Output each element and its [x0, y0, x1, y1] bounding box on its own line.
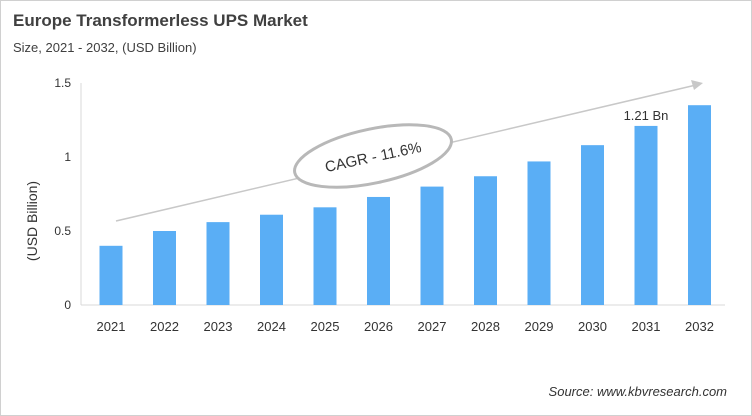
y-axis-label: (USD Billion) [24, 181, 40, 261]
x-tick-label: 2027 [418, 319, 447, 334]
bar-2022 [153, 231, 176, 305]
bar-2025 [313, 207, 337, 305]
bar-2024 [260, 214, 283, 305]
x-tick-label: 2031 [632, 319, 661, 334]
bar-2032 [688, 105, 711, 305]
chart-subtitle: Size, 2021 - 2032, (USD Billion) [13, 40, 197, 55]
x-tick-label: 2021 [97, 319, 126, 334]
bar-2026 [367, 196, 390, 305]
x-tick-label: 2029 [525, 319, 554, 334]
x-tick-label: 2032 [685, 319, 714, 334]
y-tick-label: 0 [64, 298, 71, 312]
x-tick-label: 2023 [204, 319, 233, 334]
bar-2021 [99, 245, 123, 305]
y-tick-label: 1.5 [54, 76, 71, 90]
cagr-ellipse [293, 123, 453, 189]
x-tick-label: 2030 [578, 319, 607, 334]
bar-2028 [474, 176, 497, 305]
bar-2030 [581, 145, 604, 305]
data-label-2031: 1.21 Bn [624, 108, 669, 123]
bar-2029 [527, 161, 551, 305]
x-tick-label: 2025 [311, 319, 340, 334]
x-tick-label: 2028 [471, 319, 500, 334]
y-tick-label: 1 [64, 150, 71, 164]
y-tick-label: 0.5 [54, 224, 71, 238]
bar-2027 [420, 186, 444, 305]
x-tick-label: 2026 [364, 319, 393, 334]
x-tick-label: 2024 [257, 319, 286, 334]
x-tick-label: 2022 [150, 319, 179, 334]
bar-2023 [206, 222, 230, 305]
chart-title: Europe Transformerless UPS Market [13, 11, 308, 30]
trend-arrow-head [691, 80, 703, 90]
source-text: Source: www.kbvresearch.com [548, 384, 727, 399]
bar-2031 [634, 125, 658, 305]
